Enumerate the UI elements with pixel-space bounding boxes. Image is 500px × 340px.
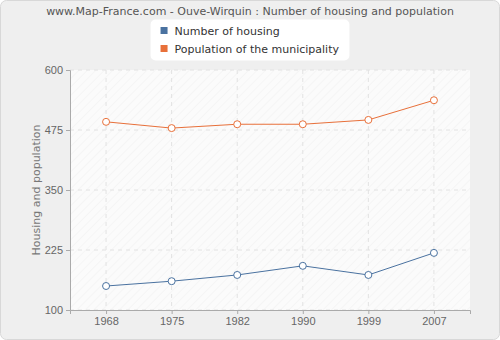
series-marker [168, 278, 175, 285]
grid-line [302, 70, 303, 310]
series-line [106, 100, 434, 128]
x-tick-label: 2007 [422, 315, 446, 327]
y-tick-label: 600 [45, 64, 63, 76]
grid-line [433, 70, 434, 310]
series-group [103, 97, 438, 290]
title: www.Map-France.com - Ouve-Wirquin : Numb… [46, 5, 454, 18]
x-tick: 1975 [160, 310, 184, 327]
x-tick-mark [303, 310, 304, 314]
grid-line [70, 190, 470, 191]
legend: Number of housing Population of the munic… [151, 20, 350, 61]
series-marker [365, 271, 372, 278]
grid-line [70, 250, 470, 251]
grid-line [106, 70, 107, 310]
legend-box [151, 20, 350, 61]
y-axis-title: Housing and population [30, 125, 43, 256]
x-tick-label: 1990 [291, 315, 315, 327]
x-tick-label: 1975 [160, 315, 184, 327]
x-tick-label: 1999 [357, 315, 381, 327]
x-tick-mark [368, 310, 369, 314]
legend-label: Number of housing [175, 25, 280, 38]
legend-swatch [161, 45, 168, 52]
series-marker [234, 271, 241, 278]
y-axis: 100 225 350 475 600 [45, 64, 71, 316]
y-tick-mark [66, 130, 70, 131]
series-marker [103, 118, 110, 125]
x-tick-mark [237, 310, 238, 314]
y-tick-label: 225 [45, 244, 63, 256]
background [1, 1, 500, 340]
grid-line [70, 70, 470, 71]
grid-line [171, 70, 172, 310]
grid-line [70, 130, 470, 131]
series-marker [168, 125, 175, 132]
series-marker [299, 262, 306, 269]
x-axis-line [71, 311, 471, 315]
y-tick: 350 [45, 184, 70, 196]
chart: 100 225 350 475 600 1968 1975 1982 1990 1999 2007 w… [0, 0, 500, 340]
x-tick-label: 1982 [225, 315, 249, 327]
x-tick-mark [172, 310, 173, 314]
legend-item: Number of housing [161, 25, 280, 38]
y-tick-mark [66, 70, 70, 71]
plot-area [70, 70, 470, 310]
plot: 100 225 350 475 600 1968 1975 1982 1990 1999 2007 [45, 64, 471, 327]
y-tick-label: 475 [45, 124, 63, 136]
y-tick-mark [66, 190, 70, 191]
x-tick: 1990 [291, 310, 315, 327]
x-tick: 2007 [422, 310, 446, 327]
legend-label: Population of the municipality [175, 43, 340, 56]
series-marker [234, 121, 241, 128]
series [103, 249, 438, 289]
y-tick-label: 100 [45, 304, 63, 316]
x-tick: 1968 [94, 310, 118, 327]
grid [70, 70, 470, 310]
y-tick-mark [66, 250, 70, 251]
legend-item: Population of the municipality [161, 43, 340, 56]
x-tick-mark [106, 310, 107, 314]
x-tick: 1982 [225, 310, 249, 327]
legend-swatch [161, 27, 168, 34]
x-tick: 1999 [357, 310, 381, 327]
series-line [106, 253, 434, 286]
y-tick-mark [66, 310, 70, 311]
y-axis-line [66, 71, 71, 311]
y-tick: 475 [45, 124, 70, 136]
y-tick: 100 [45, 304, 70, 316]
x-axis: 1968 1975 1982 1990 1999 2007 [71, 310, 471, 327]
y-tick: 600 [45, 64, 70, 76]
series-marker [103, 283, 110, 290]
series-marker [430, 249, 437, 256]
y-tick: 225 [45, 244, 70, 256]
series [103, 97, 438, 132]
y-tick-label: 350 [45, 184, 63, 196]
x-tick-label: 1968 [94, 315, 118, 327]
x-tick-mark [434, 310, 435, 314]
series-marker [365, 116, 372, 123]
series-marker [430, 97, 437, 104]
series-marker [299, 121, 306, 128]
